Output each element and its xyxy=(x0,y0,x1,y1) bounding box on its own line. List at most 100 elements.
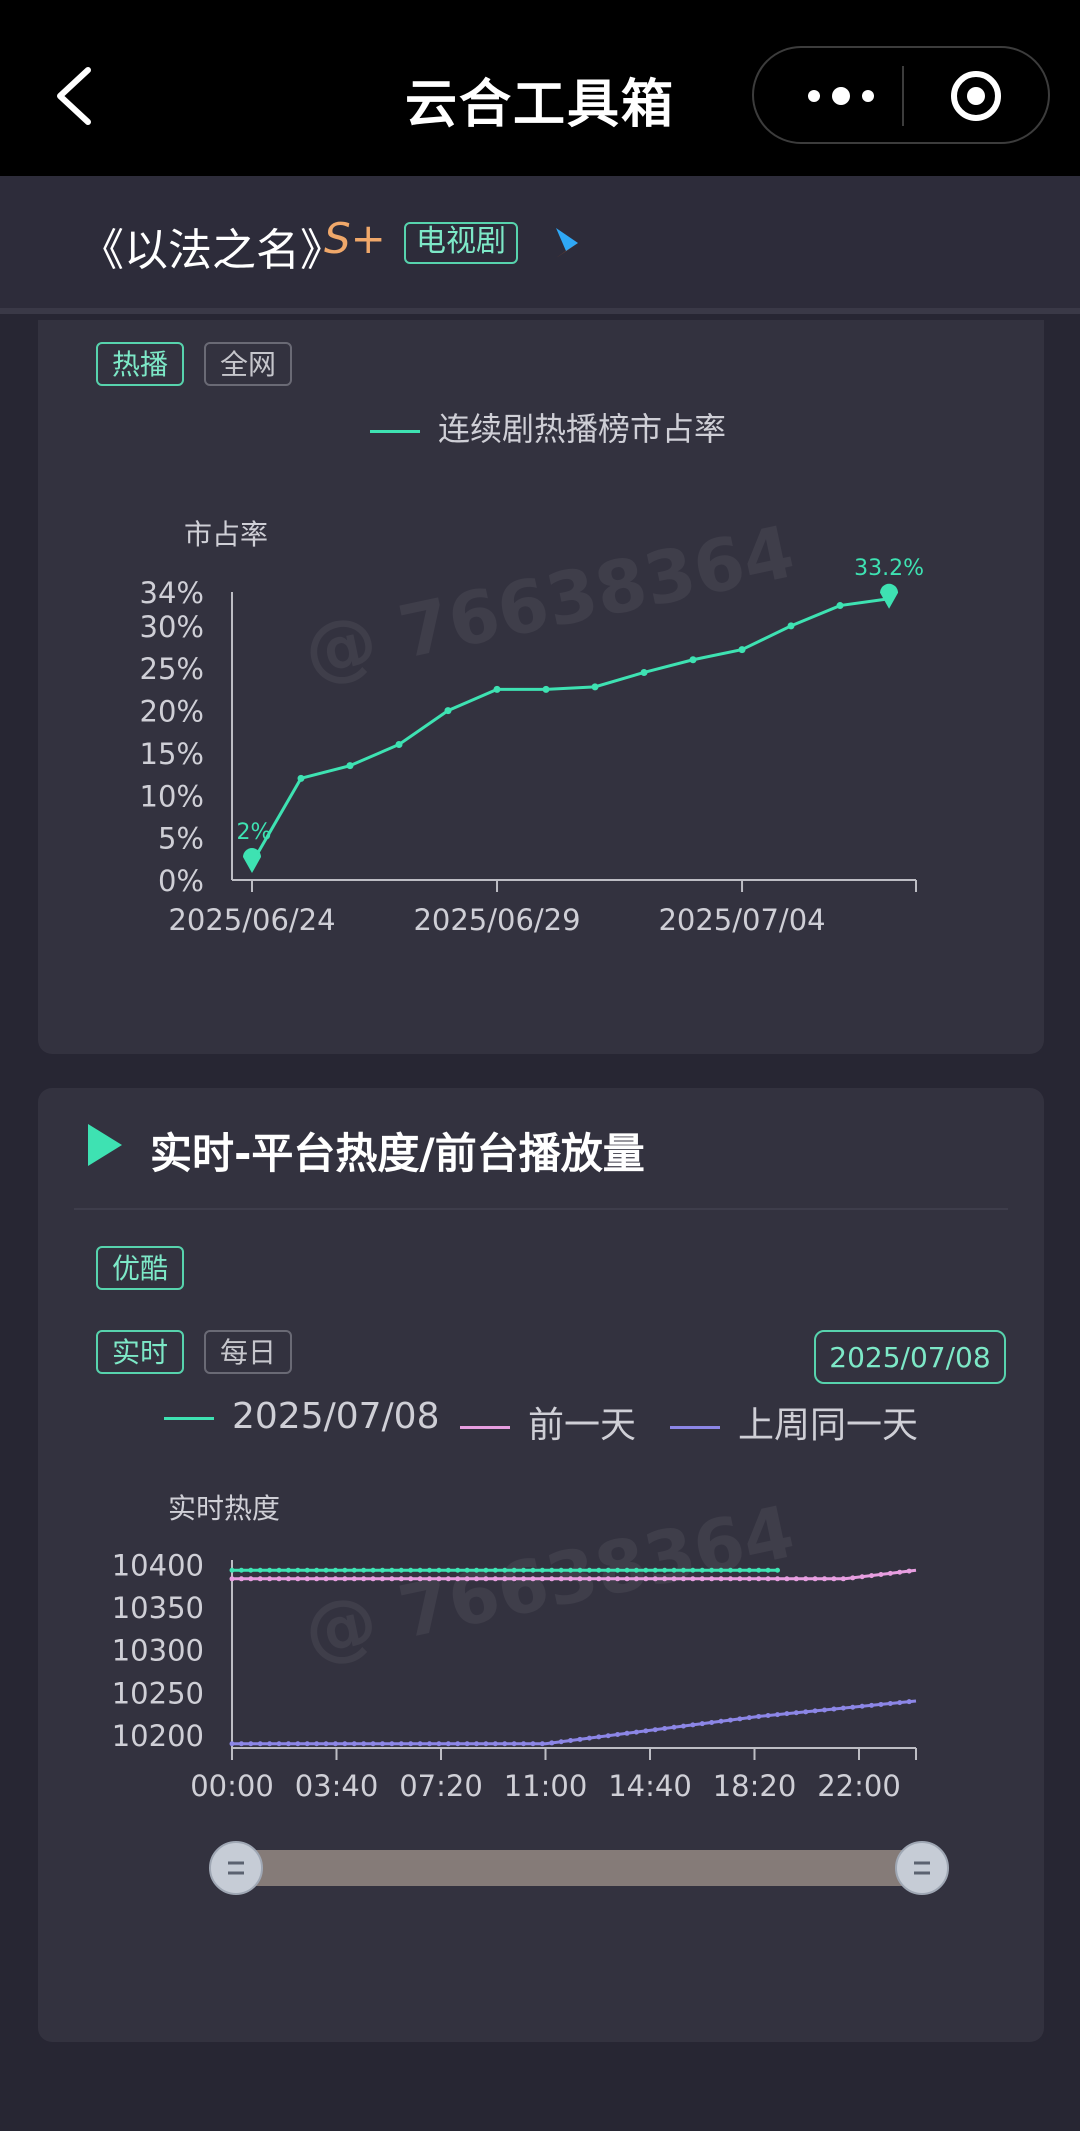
capsule-divider xyxy=(902,66,904,126)
genre-badge: 电视剧 xyxy=(404,222,518,264)
data-point[interactable] xyxy=(493,685,501,693)
data-point[interactable] xyxy=(395,740,403,748)
data-point xyxy=(379,1741,385,1747)
tag-daily[interactable]: 每日 xyxy=(204,1330,293,1374)
data-point xyxy=(398,1741,404,1747)
data-point xyxy=(276,1567,282,1573)
tag-whole-network[interactable]: 全网 xyxy=(204,342,293,386)
data-point[interactable] xyxy=(836,602,844,610)
data-point xyxy=(351,1576,357,1582)
data-point xyxy=(408,1567,414,1573)
tag-realtime[interactable]: 实时 xyxy=(96,1330,185,1374)
data-point[interactable] xyxy=(346,762,354,770)
data-point[interactable] xyxy=(542,685,550,693)
date-picker-button[interactable]: 2025/07/08 xyxy=(814,1330,1006,1384)
data-point xyxy=(690,1576,696,1582)
data-point[interactable] xyxy=(640,668,648,676)
data-point xyxy=(314,1567,320,1573)
more-dots-icon[interactable] xyxy=(796,72,886,120)
data-point xyxy=(680,1723,686,1729)
x-tick-label: 11:00 xyxy=(504,1769,588,1803)
data-point xyxy=(605,1576,611,1582)
data-point xyxy=(615,1576,621,1582)
data-point xyxy=(530,1741,536,1747)
data-point xyxy=(586,1576,592,1582)
data-point xyxy=(633,1576,639,1582)
legend-prev-day[interactable]: 前一天 xyxy=(460,1396,636,1448)
data-point xyxy=(304,1567,310,1573)
x-tick-label: 2025/06/29 xyxy=(413,903,580,937)
y-axis-label: 实时热度 xyxy=(168,1492,280,1525)
data-point[interactable] xyxy=(591,683,599,691)
data-point xyxy=(314,1741,320,1747)
data-point xyxy=(737,1576,743,1582)
legend-market-share[interactable]: 连续剧热播榜市占率 xyxy=(370,404,726,450)
play-icon xyxy=(88,1124,122,1166)
data-point[interactable] xyxy=(787,622,795,630)
data-point xyxy=(238,1567,244,1573)
data-point xyxy=(746,1567,752,1573)
data-point xyxy=(511,1567,517,1573)
data-point xyxy=(840,1705,846,1711)
data-point xyxy=(878,1701,884,1707)
data-point[interactable] xyxy=(297,774,305,782)
data-point[interactable] xyxy=(444,707,452,715)
data-point xyxy=(229,1576,235,1582)
tag-platform-youku[interactable]: 优酷 xyxy=(96,1246,185,1290)
data-point xyxy=(784,1576,790,1582)
legend-swatch xyxy=(164,1416,214,1420)
range-start-handle[interactable] xyxy=(209,1841,263,1895)
data-point xyxy=(267,1741,273,1747)
data-point xyxy=(295,1576,301,1582)
data-point[interactable] xyxy=(738,646,746,654)
x-tick-label: 18:20 xyxy=(713,1769,797,1803)
data-point[interactable] xyxy=(689,656,697,664)
data-point xyxy=(746,1715,752,1721)
data-point xyxy=(850,1704,856,1710)
data-point xyxy=(257,1576,263,1582)
legend-last-week[interactable]: 上周同一天 xyxy=(670,1396,918,1448)
y-tick-label: 20% xyxy=(140,695,204,729)
data-point xyxy=(568,1738,574,1744)
data-point xyxy=(361,1576,367,1582)
data-point xyxy=(718,1567,724,1573)
data-point xyxy=(332,1576,338,1582)
data-point xyxy=(314,1576,320,1582)
range-end-handle[interactable] xyxy=(895,1841,949,1895)
data-point xyxy=(869,1573,875,1579)
data-point xyxy=(624,1576,630,1582)
tag-hot-play[interactable]: 热播 xyxy=(96,342,185,386)
data-point xyxy=(596,1567,602,1573)
legend-today[interactable]: 2025/07/08 xyxy=(164,1396,440,1437)
data-point xyxy=(699,1721,705,1727)
show-title: 《以法之名》 xyxy=(80,225,344,276)
data-point xyxy=(643,1567,649,1573)
y-tick-label: 5% xyxy=(158,822,204,856)
back-chevron-icon[interactable] xyxy=(52,66,96,126)
data-point xyxy=(605,1567,611,1573)
top-bar: 云合工具箱 xyxy=(0,0,1080,176)
section-divider xyxy=(74,1208,1008,1210)
data-point xyxy=(671,1567,677,1573)
data-point xyxy=(774,1567,780,1573)
data-point xyxy=(323,1567,329,1573)
point-marker xyxy=(880,583,899,609)
target-icon[interactable] xyxy=(950,70,1002,122)
data-point xyxy=(455,1576,461,1582)
data-point xyxy=(756,1567,762,1573)
data-point xyxy=(304,1741,310,1747)
data-point xyxy=(558,1567,564,1573)
range-slider-track[interactable] xyxy=(236,1850,922,1886)
data-point xyxy=(699,1567,705,1573)
data-label: 2% xyxy=(237,820,272,845)
data-point xyxy=(539,1567,545,1573)
data-point xyxy=(727,1576,733,1582)
data-point xyxy=(878,1571,884,1577)
data-point xyxy=(455,1567,461,1573)
app-title: 云合工具箱 xyxy=(404,75,675,135)
data-point xyxy=(502,1567,508,1573)
data-point xyxy=(718,1718,724,1724)
data-point xyxy=(615,1567,621,1573)
data-point xyxy=(727,1567,733,1573)
market-share-line xyxy=(250,597,890,864)
